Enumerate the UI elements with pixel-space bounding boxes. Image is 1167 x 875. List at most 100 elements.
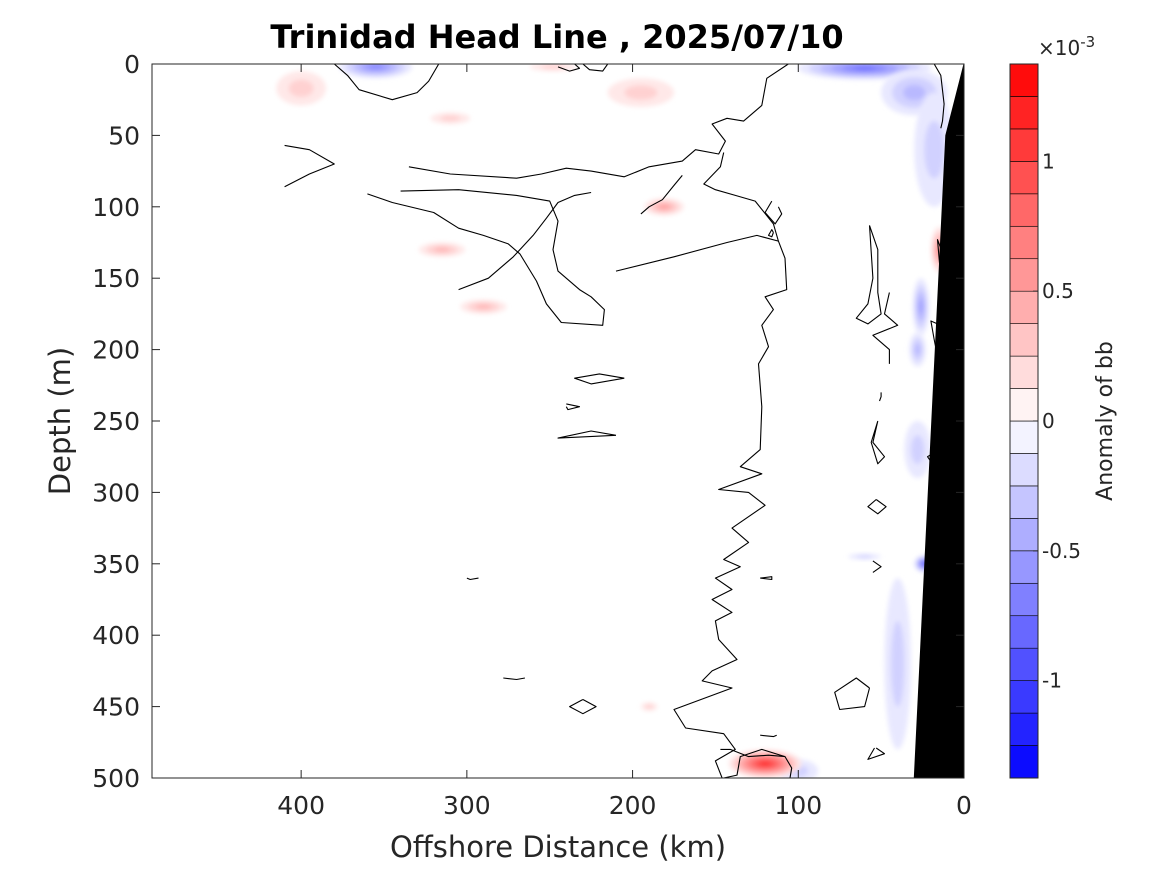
- zero-contour-line: [673, 152, 788, 778]
- zero-contour-line: [582, 64, 609, 72]
- anomaly-patch: [644, 198, 684, 216]
- zero-contour-line: [284, 144, 335, 188]
- zero-contour-line: [870, 420, 886, 465]
- zero-contour-line: [720, 748, 793, 778]
- y-tick-label: 300: [92, 478, 140, 507]
- zero-contour-layer: [284, 64, 951, 778]
- anomaly-level: [624, 85, 658, 100]
- colorbar-segment: [1009, 550, 1039, 584]
- anomaly-level: [856, 555, 873, 559]
- zero-contour-line: [333, 64, 440, 101]
- anomaly-patch: [640, 702, 658, 711]
- zero-contour-line: [574, 373, 625, 385]
- y-axis: 0 50 100 150 200 250 300 350 400 450 500: [92, 50, 964, 793]
- zero-contour-line: [764, 200, 783, 225]
- anomaly-level: [645, 704, 654, 709]
- anomaly-patch: [904, 421, 931, 479]
- zero-contour-line: [565, 403, 581, 411]
- zero-contour-line: [503, 677, 525, 681]
- y-tick-label: 100: [92, 193, 140, 222]
- x-axis: 0 100 200 300 400: [277, 64, 972, 820]
- anomaly-level: [910, 435, 925, 464]
- anomaly-level: [924, 121, 945, 179]
- colorbar: -1 -0.5 0 0.5 1: [1009, 63, 1081, 779]
- x-tick-label: 300: [443, 791, 491, 820]
- zero-contour-line: [367, 189, 605, 326]
- anomaly-level: [440, 115, 461, 122]
- anomaly-level: [914, 343, 921, 356]
- plot-area: [152, 64, 964, 778]
- colorbar-segment: [1009, 193, 1039, 227]
- zero-contour-line: [615, 234, 779, 272]
- colorbar-segment: [1009, 420, 1039, 454]
- colorbar-segment: [1009, 225, 1039, 260]
- anomaly-patch: [912, 278, 930, 336]
- anomaly-level: [853, 66, 876, 71]
- x-tick-label: 100: [774, 791, 822, 820]
- zero-contour-line: [933, 64, 945, 129]
- y-tick-label: 50: [108, 121, 140, 150]
- zero-contour-line: [867, 499, 887, 515]
- anomaly-level: [288, 79, 314, 97]
- colorbar-segment: [1009, 518, 1039, 552]
- anomaly-patch: [418, 242, 466, 257]
- x-tick-label: 0: [956, 791, 972, 820]
- anomaly-patch: [909, 332, 926, 367]
- anomaly-level: [891, 620, 905, 707]
- anomaly-patch: [276, 71, 326, 106]
- colorbar-segment: [1009, 647, 1039, 681]
- anomaly-level: [541, 64, 565, 69]
- colorbar-exponent-power: -3: [1080, 33, 1095, 51]
- zero-contour-line: [872, 292, 899, 364]
- x-axis-label: Offshore Distance (km): [390, 830, 726, 864]
- y-tick-label: 500: [92, 764, 140, 793]
- zero-contour-line: [872, 560, 882, 573]
- anomaly-patch: [884, 578, 911, 750]
- y-tick-label: 450: [92, 693, 140, 722]
- anomaly-level: [903, 84, 926, 101]
- anomaly-patch: [339, 64, 413, 79]
- zero-contour-line: [760, 734, 777, 738]
- colorbar-tick-label: -1: [1042, 669, 1062, 693]
- zero-contour-line: [878, 392, 882, 402]
- zero-contour-line: [834, 677, 871, 711]
- zero-contour-line: [855, 225, 882, 325]
- zero-contour-line: [760, 576, 773, 581]
- colorbar-tick-label: 0: [1042, 409, 1055, 433]
- colorbar-segment: [1009, 388, 1039, 422]
- zero-contour-line: [557, 64, 581, 72]
- y-tick-label: 250: [92, 407, 140, 436]
- x-tick-label: 200: [609, 791, 657, 820]
- anomaly-level: [761, 762, 770, 766]
- y-axis-label: Depth (m): [43, 347, 77, 495]
- y-tick-label: 200: [92, 336, 140, 365]
- anomaly-patch: [460, 299, 507, 314]
- bathymetry-layer: [913, 64, 964, 778]
- colorbar-segment: [1009, 128, 1039, 162]
- colorbar-segment: [1009, 96, 1039, 130]
- y-tick-label: 150: [92, 264, 140, 293]
- zero-contour-line: [466, 577, 479, 581]
- colorbar-segment: [1009, 680, 1039, 714]
- colorbar-exponent-base: ×10: [1038, 36, 1080, 60]
- colorbar-segment: [1009, 615, 1039, 649]
- chart-title: Trinidad Head Line , 2025/07/10: [270, 18, 843, 56]
- anomaly-patch: [430, 112, 471, 124]
- colorbar-tick-label: 0.5: [1042, 279, 1074, 303]
- zero-contour-line: [640, 175, 683, 215]
- anomaly-level: [368, 64, 384, 70]
- zero-contour-line: [557, 430, 617, 439]
- colorbar-segment: [1009, 485, 1039, 519]
- colorbar-tick-label: 1: [1042, 149, 1055, 173]
- zero-contour-line: [867, 747, 886, 760]
- y-tick-label: 400: [92, 621, 140, 650]
- zero-contour-line: [569, 699, 597, 715]
- zero-contour-line: [767, 229, 774, 238]
- colorbar-exponent: ×10-3: [1038, 33, 1095, 60]
- x-tick-label: 400: [277, 791, 325, 820]
- anomaly-patch: [848, 553, 882, 560]
- colorbar-segment: [1009, 712, 1039, 746]
- colorbar-label: Anomaly of bb: [1093, 341, 1118, 501]
- anomaly-level: [659, 204, 670, 209]
- anomaly-level: [434, 247, 450, 253]
